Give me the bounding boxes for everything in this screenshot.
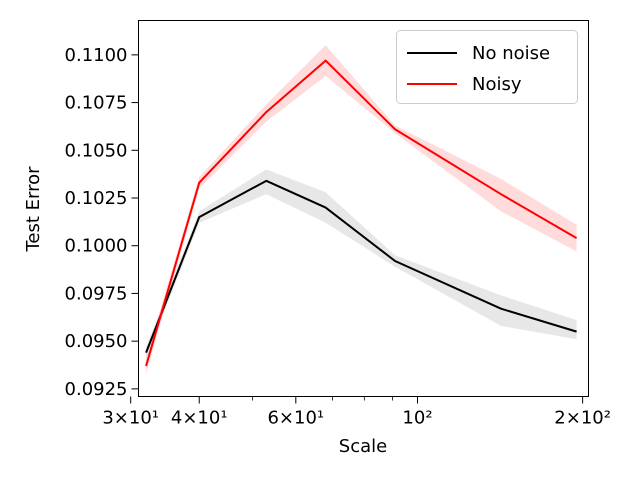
series-lines bbox=[145, 59, 578, 367]
x-axis-ticks: 3×10¹ 4×10¹ 6×10¹ 10² 2×10² bbox=[102, 396, 611, 429]
plot-area-frame bbox=[138, 20, 589, 397]
y-tick-label: 0.1075 bbox=[65, 93, 128, 114]
band-noisy bbox=[146, 45, 577, 374]
legend: No noise Noisy bbox=[396, 30, 578, 104]
y-tick-label: 0.1050 bbox=[65, 140, 128, 161]
x-tick-label: 6×10¹ bbox=[267, 408, 324, 429]
y-tick-label: 0.0950 bbox=[65, 331, 128, 352]
y-tick-label: 0.1025 bbox=[65, 188, 128, 209]
line-no-noise bbox=[145, 179, 577, 353]
line-noisy bbox=[145, 59, 578, 367]
y-tick-label: 0.0925 bbox=[65, 379, 128, 400]
y-axis-label: Test Error bbox=[23, 166, 44, 253]
y-tick-label: 0.0975 bbox=[65, 283, 128, 304]
x-tick-label: 2×10² bbox=[554, 408, 611, 429]
y-axis-ticks: 0.0925 0.0950 0.0975 0.1000 0.1025 0.1050 0.10… bbox=[65, 45, 139, 400]
y-tick-label: 0.1100 bbox=[65, 45, 128, 66]
confidence-bands bbox=[146, 45, 577, 374]
x-tick-label: 4×10¹ bbox=[171, 408, 228, 429]
y-tick-label: 0.1000 bbox=[65, 236, 128, 257]
legend-frame bbox=[396, 30, 578, 104]
x-tick-label: 10² bbox=[402, 408, 432, 429]
legend-label-noisy: Noisy bbox=[472, 74, 522, 95]
x-tick-label: 3×10¹ bbox=[102, 408, 159, 429]
legend-label-no-noise: No noise bbox=[472, 43, 550, 64]
x-axis-label: Scale bbox=[339, 436, 387, 457]
